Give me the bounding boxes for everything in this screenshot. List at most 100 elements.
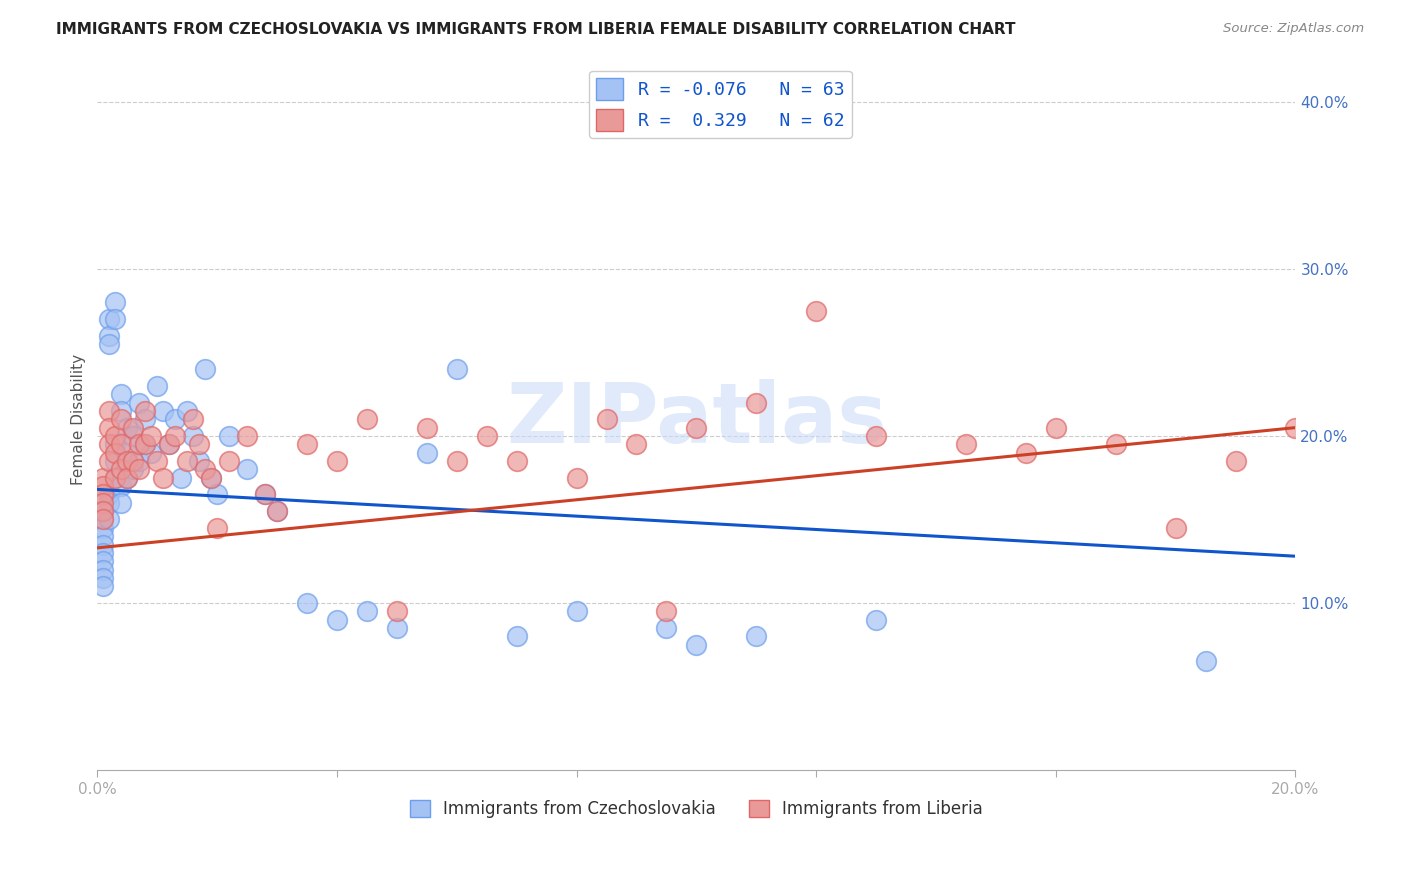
Point — [93, 487, 115, 501]
Point — [236, 462, 259, 476]
Point — [385, 604, 408, 618]
Point — [146, 379, 169, 393]
Point — [104, 312, 127, 326]
Point — [152, 404, 174, 418]
Point — [98, 437, 121, 451]
Point — [98, 496, 121, 510]
Point — [98, 512, 121, 526]
Point — [416, 420, 439, 434]
Point — [93, 479, 115, 493]
Point — [93, 579, 115, 593]
Point — [104, 454, 127, 468]
Legend: Immigrants from Czechoslovakia, Immigrants from Liberia: Immigrants from Czechoslovakia, Immigran… — [404, 793, 990, 825]
Point — [1015, 445, 1038, 459]
Point — [134, 412, 156, 426]
Point — [200, 471, 222, 485]
Point — [93, 521, 115, 535]
Point — [205, 487, 228, 501]
Point — [565, 604, 588, 618]
Point — [110, 462, 132, 476]
Point — [218, 454, 240, 468]
Point — [128, 395, 150, 409]
Point — [1105, 437, 1128, 451]
Point — [104, 437, 127, 451]
Point — [505, 454, 527, 468]
Point — [165, 429, 187, 443]
Point — [93, 512, 115, 526]
Point — [170, 471, 193, 485]
Point — [218, 429, 240, 443]
Point — [565, 471, 588, 485]
Point — [194, 462, 217, 476]
Point — [98, 487, 121, 501]
Point — [104, 445, 127, 459]
Text: Source: ZipAtlas.com: Source: ZipAtlas.com — [1223, 22, 1364, 36]
Point — [266, 504, 288, 518]
Point — [176, 404, 198, 418]
Point — [205, 521, 228, 535]
Point — [181, 412, 204, 426]
Point — [93, 512, 115, 526]
Point — [146, 454, 169, 468]
Point — [141, 445, 163, 459]
Point — [141, 429, 163, 443]
Point — [194, 362, 217, 376]
Point — [326, 613, 349, 627]
Point — [117, 420, 139, 434]
Point — [655, 604, 678, 618]
Point — [1194, 655, 1216, 669]
Point — [446, 362, 468, 376]
Point — [181, 429, 204, 443]
Point — [93, 471, 115, 485]
Point — [122, 462, 145, 476]
Point — [98, 420, 121, 434]
Point — [134, 404, 156, 418]
Point — [104, 471, 127, 485]
Point — [98, 404, 121, 418]
Point — [128, 454, 150, 468]
Point — [93, 563, 115, 577]
Point — [110, 404, 132, 418]
Point — [110, 412, 132, 426]
Point — [1164, 521, 1187, 535]
Point — [117, 471, 139, 485]
Point — [236, 429, 259, 443]
Point — [157, 437, 180, 451]
Point — [955, 437, 977, 451]
Point — [98, 337, 121, 351]
Point — [93, 496, 115, 510]
Point — [122, 420, 145, 434]
Point — [356, 604, 378, 618]
Point — [254, 487, 277, 501]
Point — [98, 312, 121, 326]
Point — [326, 454, 349, 468]
Point — [356, 412, 378, 426]
Point — [200, 471, 222, 485]
Point — [110, 496, 132, 510]
Point — [505, 629, 527, 643]
Point — [128, 462, 150, 476]
Point — [1225, 454, 1247, 468]
Point — [188, 437, 211, 451]
Point — [626, 437, 648, 451]
Point — [93, 546, 115, 560]
Point — [295, 437, 318, 451]
Point — [745, 395, 768, 409]
Point — [685, 638, 707, 652]
Point — [385, 621, 408, 635]
Point — [134, 437, 156, 451]
Y-axis label: Female Disability: Female Disability — [72, 354, 86, 485]
Point — [416, 445, 439, 459]
Point — [134, 437, 156, 451]
Point — [93, 504, 115, 518]
Point — [93, 537, 115, 551]
Point — [475, 429, 498, 443]
Point — [1045, 420, 1067, 434]
Point — [98, 454, 121, 468]
Point — [745, 629, 768, 643]
Point — [266, 504, 288, 518]
Point — [165, 412, 187, 426]
Text: ZIPatlas: ZIPatlas — [506, 379, 887, 459]
Point — [655, 621, 678, 635]
Point — [93, 504, 115, 518]
